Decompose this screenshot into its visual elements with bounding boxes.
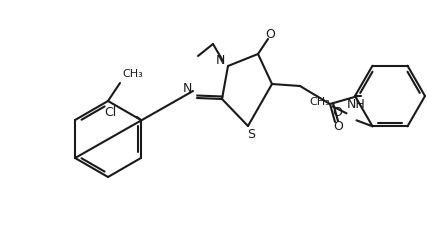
- Text: O: O: [333, 120, 343, 132]
- Text: O: O: [333, 106, 343, 119]
- Text: N: N: [215, 54, 225, 68]
- Text: O: O: [265, 29, 275, 41]
- Text: NH: NH: [347, 98, 366, 111]
- Text: Cl: Cl: [105, 105, 117, 119]
- Text: CH₃: CH₃: [122, 69, 143, 79]
- Text: CH₃: CH₃: [310, 97, 331, 107]
- Text: N: N: [182, 81, 192, 94]
- Text: S: S: [247, 128, 255, 141]
